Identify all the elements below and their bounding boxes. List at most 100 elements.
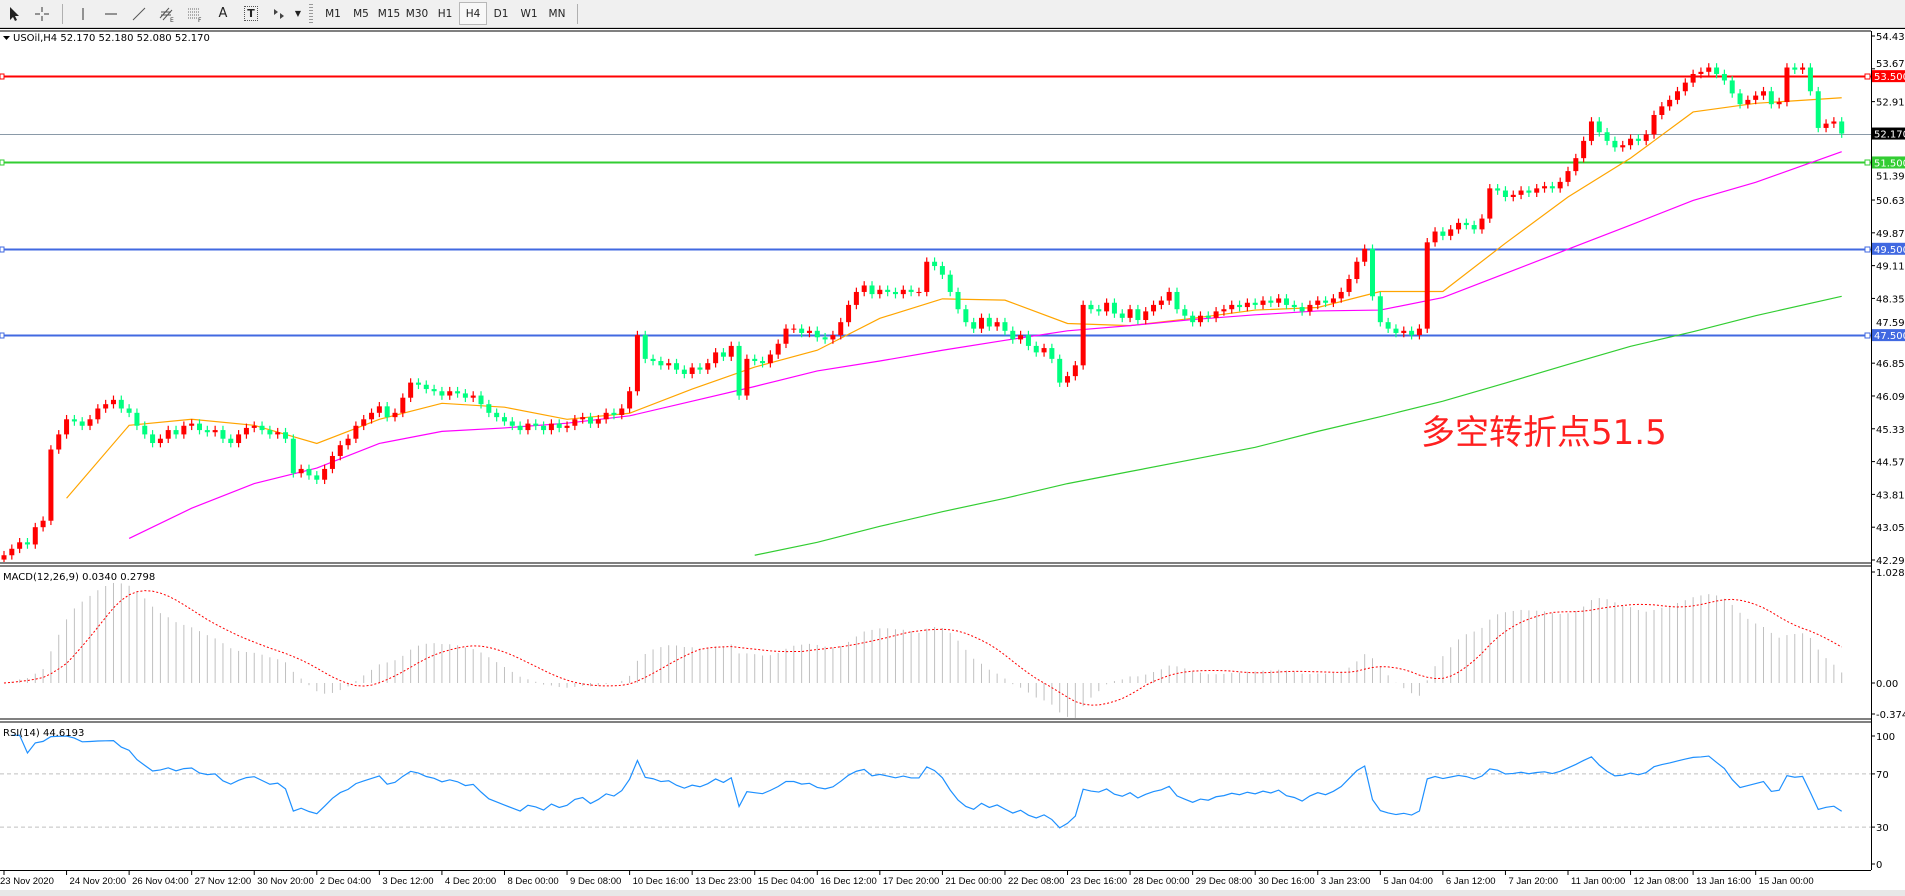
horizontal-line-tool-button[interactable] bbox=[97, 2, 125, 25]
candle-body bbox=[650, 358, 656, 362]
price-level-badge-label: 49.500 bbox=[1874, 245, 1905, 256]
timeframe-h1[interactable]: H1 bbox=[437, 7, 453, 20]
candle-body bbox=[48, 449, 54, 521]
timeframe-m5[interactable]: M5 bbox=[353, 7, 369, 20]
candle-body bbox=[1018, 335, 1024, 340]
timeframe-m15[interactable]: M15 bbox=[377, 7, 401, 20]
candle-body bbox=[736, 345, 742, 396]
price-tick-label: 47.590 bbox=[1876, 318, 1905, 329]
candle-body bbox=[1135, 309, 1141, 321]
candle-body bbox=[846, 304, 852, 323]
timeframe-h4[interactable]: H4 bbox=[459, 2, 487, 25]
candle-body bbox=[1807, 67, 1813, 92]
candle-body bbox=[1283, 298, 1289, 305]
candle-body bbox=[1526, 190, 1532, 193]
candle-body bbox=[1338, 291, 1344, 299]
timeframe-d1[interactable]: D1 bbox=[493, 7, 509, 20]
candle-body bbox=[439, 391, 445, 396]
candle-body bbox=[1424, 242, 1430, 329]
price-level-badge bbox=[1872, 329, 1905, 342]
arrows-tool-button[interactable] bbox=[265, 2, 293, 25]
cursor-tool-button[interactable] bbox=[0, 2, 28, 25]
timeframe-w1[interactable]: W1 bbox=[520, 7, 538, 20]
candle-body bbox=[1229, 304, 1235, 310]
chart-annotation-text[interactable]: 多空转折点51.5 bbox=[1421, 413, 1667, 453]
toolbar-grip[interactable] bbox=[309, 3, 313, 24]
candle-body bbox=[861, 285, 867, 292]
candle-body bbox=[1065, 376, 1071, 383]
candle-body bbox=[118, 399, 124, 409]
trendline-icon bbox=[132, 7, 146, 20]
candle-body bbox=[103, 404, 109, 409]
rsi-tick-label: 70 bbox=[1876, 770, 1889, 781]
candle-body bbox=[783, 328, 789, 344]
macd-tick-label: -0.3748 bbox=[1876, 710, 1905, 721]
timeframe-mn[interactable]: MN bbox=[548, 7, 566, 20]
candle-body bbox=[979, 317, 984, 329]
candle-body bbox=[1057, 358, 1063, 383]
price-level-badge-label: 51.500 bbox=[1874, 158, 1905, 169]
candle-body bbox=[1025, 335, 1031, 346]
candle-body bbox=[322, 468, 328, 480]
candle-body bbox=[892, 291, 898, 295]
price-tick-label: 42.290 bbox=[1876, 556, 1905, 567]
collapse-triangle-icon[interactable] bbox=[3, 36, 10, 40]
time-tick-label: 27 Nov 12:00 bbox=[195, 876, 252, 887]
candle-body bbox=[32, 527, 38, 545]
time-tick-label: 11 Jan 00:00 bbox=[1571, 876, 1625, 887]
price-tick-label: 43.810 bbox=[1876, 490, 1905, 501]
candle-body bbox=[1620, 145, 1626, 148]
candle-body bbox=[1510, 194, 1516, 197]
time-tick-label: 29 Dec 08:00 bbox=[1196, 876, 1253, 887]
candle-body bbox=[1104, 302, 1110, 312]
candle-body bbox=[885, 289, 891, 292]
candle-body bbox=[588, 417, 593, 424]
timeframe-m30[interactable]: M30 bbox=[405, 7, 429, 20]
time-tick-label: 30 Dec 16:00 bbox=[1258, 876, 1315, 887]
candle-body bbox=[760, 361, 766, 364]
candle-body bbox=[1385, 322, 1391, 329]
timeframe-m1[interactable]: M1 bbox=[325, 7, 341, 20]
chart-header-quote: USOil,H4 52.170 52.180 52.080 52.170 bbox=[13, 33, 210, 44]
price-level-badge-label: 53.500 bbox=[1874, 72, 1905, 83]
candle-body bbox=[963, 309, 969, 323]
candle-body bbox=[830, 335, 836, 340]
level-handle-left bbox=[0, 73, 5, 80]
time-tick-label: 23 Dec 16:00 bbox=[1071, 876, 1128, 887]
candle-body bbox=[1823, 123, 1829, 128]
candle-body bbox=[1573, 158, 1579, 172]
candle-body bbox=[275, 432, 281, 435]
candle-body bbox=[259, 425, 265, 431]
candle-body bbox=[228, 438, 234, 444]
fibonacci-glyph: F bbox=[198, 17, 202, 23]
candle-body bbox=[947, 274, 953, 292]
time-tick-label: 28 Dec 00:00 bbox=[1133, 876, 1190, 887]
candle-body bbox=[1080, 304, 1086, 366]
crosshair-tool-button[interactable] bbox=[28, 2, 56, 25]
candle-body bbox=[486, 404, 492, 413]
candle-body bbox=[1370, 248, 1375, 297]
price-level-badge bbox=[1872, 242, 1905, 255]
trendline-tool-button[interactable] bbox=[125, 2, 153, 25]
candle-body bbox=[1221, 309, 1227, 312]
candle-body bbox=[369, 412, 375, 420]
candle-body bbox=[1346, 279, 1352, 292]
fibonacci-tool-button[interactable]: F bbox=[181, 2, 209, 25]
text-tool-button[interactable]: A bbox=[209, 2, 237, 25]
level-handle-left bbox=[0, 332, 5, 339]
candle-body bbox=[455, 391, 461, 394]
candle-body bbox=[478, 395, 484, 405]
arrows-dropdown-icon[interactable]: ▼ bbox=[294, 9, 302, 18]
level-handle-right bbox=[1864, 159, 1871, 166]
candle-body bbox=[1377, 296, 1383, 323]
candle-body bbox=[220, 430, 226, 439]
candle-body bbox=[1604, 132, 1610, 141]
candle-body bbox=[556, 423, 562, 428]
vertical-line-tool-button[interactable] bbox=[69, 2, 97, 25]
channel-tool-button[interactable]: E bbox=[153, 2, 181, 25]
time-tick-label: 8 Dec 00:00 bbox=[507, 876, 558, 887]
text-label-tool-button[interactable]: T bbox=[237, 2, 265, 25]
candle-body bbox=[1010, 330, 1016, 340]
arrows-icon bbox=[274, 8, 284, 19]
